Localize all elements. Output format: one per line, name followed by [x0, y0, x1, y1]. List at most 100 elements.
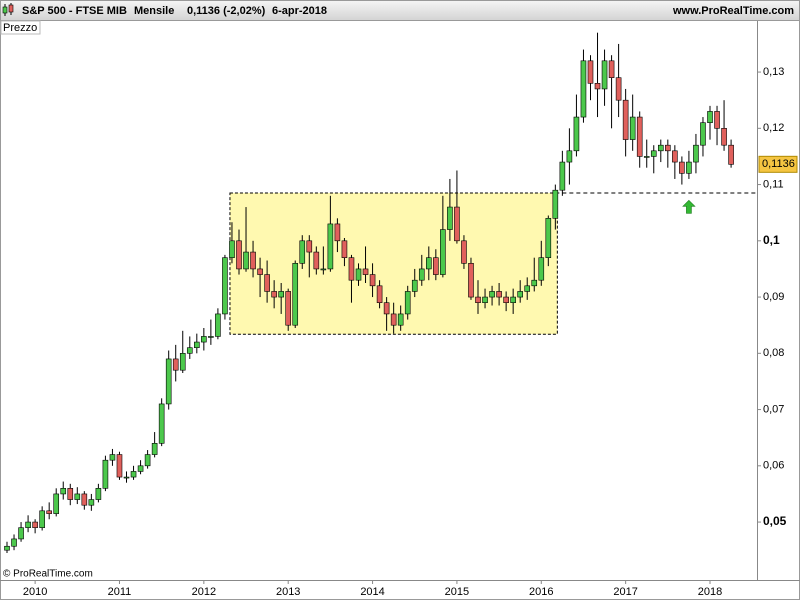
candle-body — [313, 251, 320, 270]
candle-body — [137, 465, 144, 472]
candle-body — [601, 60, 608, 90]
x-tick-label: 2014 — [360, 586, 384, 598]
candle-body — [271, 291, 277, 298]
candle-body — [88, 499, 95, 506]
header-bar — [1, 1, 799, 20]
candle-body — [461, 240, 467, 264]
candle-body — [608, 60, 615, 78]
candle-body — [510, 296, 516, 303]
candle-body — [594, 83, 601, 90]
candle-body — [39, 510, 45, 528]
candle-body — [355, 268, 362, 281]
candle-body — [144, 454, 151, 467]
candle-body — [369, 274, 376, 287]
candle-body — [615, 77, 622, 101]
candle-body — [25, 521, 31, 528]
candle-body — [629, 116, 636, 140]
candle-body — [622, 99, 629, 140]
header-site: www.ProRealTime.com — [672, 5, 794, 17]
candle-body — [390, 313, 397, 326]
candle-body — [201, 336, 207, 343]
candle-body — [215, 313, 221, 337]
candle-body — [679, 161, 685, 174]
candle-body — [341, 240, 348, 258]
candle-body — [123, 476, 130, 479]
candle-body — [264, 274, 270, 292]
candle-body — [728, 144, 734, 165]
candle-body — [11, 538, 17, 547]
x-tick-label: 2013 — [276, 586, 300, 598]
candle-body — [447, 206, 453, 230]
candle-body — [538, 257, 545, 281]
candle-body — [278, 291, 284, 298]
copyright: © ProRealTime.com — [3, 569, 93, 580]
candle-body — [489, 291, 495, 298]
candle-body — [566, 150, 573, 163]
candle-body — [60, 488, 67, 495]
candle-body — [299, 240, 306, 264]
candle-body — [18, 527, 24, 540]
candle-body — [454, 206, 460, 242]
y-tick-label: 0,05 — [763, 514, 787, 528]
candle-body — [158, 403, 165, 444]
candle-body — [179, 353, 186, 371]
candle-body — [53, 493, 60, 514]
y-tick-label: 0,08 — [763, 347, 784, 359]
candle-body — [236, 240, 242, 270]
candle-body — [524, 285, 531, 292]
candle-body — [362, 268, 369, 275]
candle-body — [657, 144, 664, 152]
candle-body — [186, 347, 193, 354]
candle-body — [517, 291, 523, 298]
candle-body — [672, 150, 678, 163]
candle-body — [686, 161, 692, 174]
candle-body — [643, 156, 650, 158]
candle-body — [102, 459, 109, 489]
candle-body — [475, 296, 481, 303]
x-tick-label: 2011 — [108, 586, 132, 598]
candle-body — [116, 454, 123, 478]
candle-body — [208, 336, 214, 338]
last-price-box — [758, 155, 798, 173]
candle-body — [545, 218, 552, 258]
candle-body — [292, 263, 299, 326]
candle-body — [700, 122, 706, 146]
candle-body — [636, 116, 643, 157]
candle-body — [707, 111, 713, 123]
candle-body — [46, 510, 52, 514]
candle-body — [482, 296, 488, 303]
candle-body — [109, 454, 116, 461]
candle-body — [327, 223, 334, 270]
y-tick-label: 0,09 — [763, 291, 784, 303]
candle-body — [404, 291, 411, 315]
y-tick-label: 0,11 — [763, 178, 784, 190]
candle-body — [665, 144, 671, 152]
header-title: S&P 500 - FTSE MIB — [22, 5, 127, 17]
x-tick-label: 2017 — [613, 586, 637, 598]
candle-body — [552, 189, 559, 219]
candle-body — [151, 443, 158, 455]
candle-body — [243, 251, 249, 270]
last-price-label: 0,1136 — [762, 158, 795, 170]
candle-body — [348, 257, 355, 281]
x-tick-label: 2016 — [529, 586, 553, 598]
header-icon — [2, 3, 14, 16]
header-period: Mensile — [134, 5, 174, 17]
candle-body — [383, 302, 390, 315]
candle-body — [250, 251, 256, 270]
candle-body — [433, 257, 439, 275]
y-tick-label: 0,1 — [763, 233, 780, 247]
x-tick-label: 2010 — [23, 586, 47, 598]
x-tick-label: 2015 — [445, 586, 469, 598]
candle-body — [320, 268, 327, 271]
panel-label: Prezzo — [3, 22, 37, 34]
candle-body — [531, 279, 538, 287]
candle-body — [468, 263, 474, 298]
candle-body — [425, 257, 432, 270]
candle-body — [714, 111, 720, 129]
candle-body — [587, 60, 594, 84]
candle-body — [397, 313, 404, 326]
y-tick-label: 0,06 — [763, 460, 784, 472]
candle-body — [74, 493, 81, 500]
